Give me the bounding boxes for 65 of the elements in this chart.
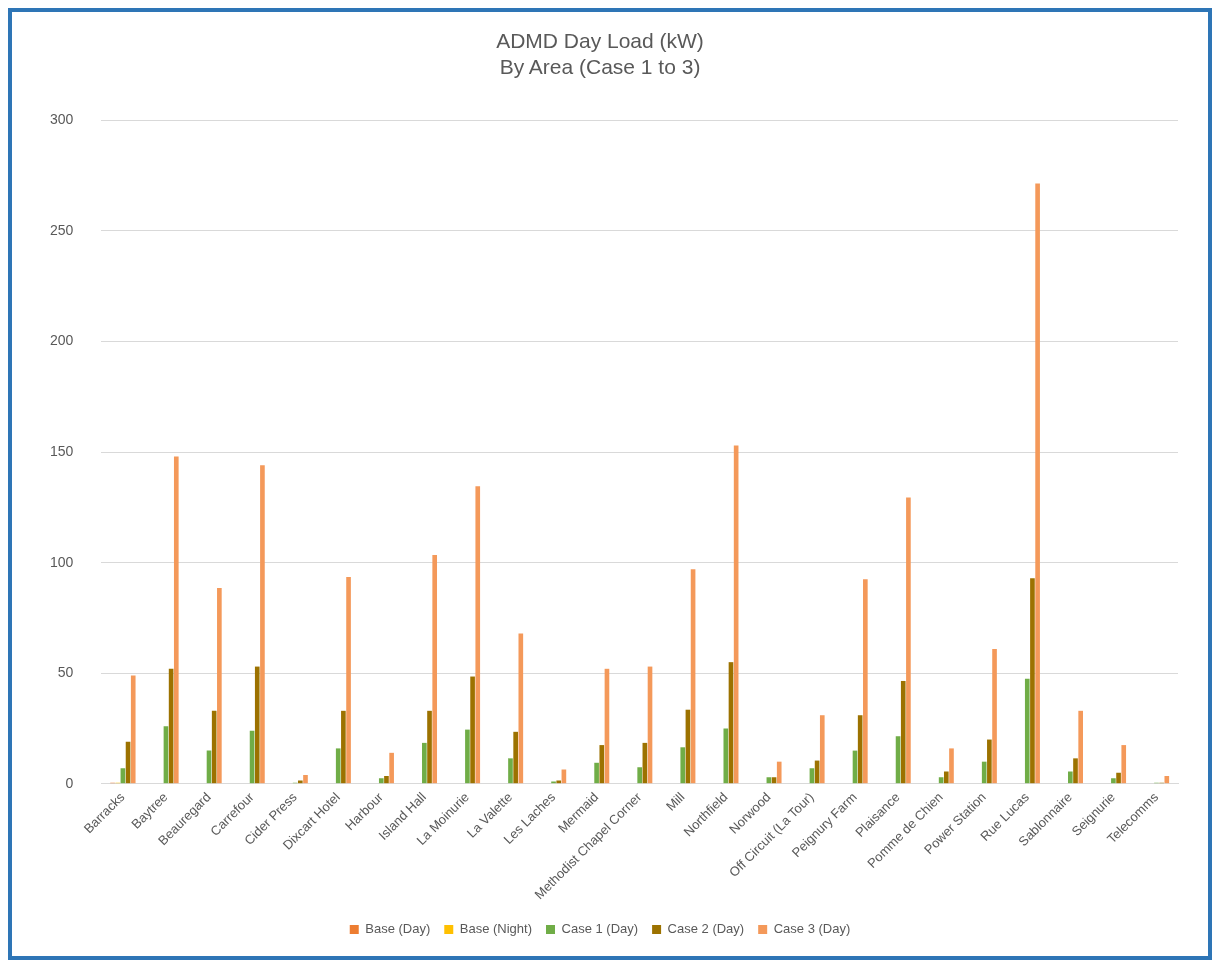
bar [470, 676, 475, 784]
bar [949, 748, 954, 784]
legend-label: Base (Night) [459, 921, 533, 937]
bar [863, 579, 868, 784]
bar [260, 465, 265, 784]
bar [254, 666, 260, 784]
bar [518, 633, 524, 784]
text: ADMD Day Load (kW) [496, 29, 704, 53]
bar [1030, 578, 1035, 784]
bar [384, 776, 389, 784]
bar [217, 588, 222, 784]
y-tick-label: 0 [65, 774, 74, 791]
bar [680, 747, 686, 784]
y-tick-label: 100 [50, 553, 74, 570]
bar [475, 486, 481, 784]
bar [900, 680, 906, 784]
bar [335, 748, 341, 784]
y-tick-label: 150 [50, 442, 74, 459]
bar [173, 456, 179, 784]
bar [513, 731, 518, 784]
bar [465, 729, 470, 784]
bar [594, 762, 599, 784]
legend-label: Base (Day) [365, 921, 431, 937]
legend-label: Case 2 (Day) [667, 921, 745, 937]
bar [1035, 183, 1040, 784]
legend-label: Case 1 (Day) [561, 921, 639, 937]
bar [303, 774, 308, 784]
bar [987, 739, 992, 784]
bar [1116, 772, 1121, 784]
x-tick-label: Mill [663, 789, 688, 814]
bar [432, 554, 438, 784]
bar [599, 745, 605, 784]
bar [389, 752, 394, 784]
bar [427, 710, 432, 784]
bar [422, 742, 427, 784]
bar [1164, 776, 1170, 784]
bar [819, 715, 825, 784]
bar [346, 577, 351, 784]
bar [1078, 710, 1083, 784]
legend-label: Case 3 (Day) [773, 921, 851, 937]
bar [857, 715, 863, 784]
text: By Area (Case 1 to 3) [499, 54, 701, 78]
y-tick-label: 300 [50, 111, 74, 128]
bar [992, 648, 997, 784]
bar [1024, 678, 1030, 784]
y-tick-label: 50 [57, 664, 74, 681]
bar [943, 771, 949, 784]
bar [341, 710, 346, 784]
bar [637, 767, 643, 784]
y-tick-label: 250 [50, 221, 74, 238]
bar [1121, 745, 1127, 784]
bar [1068, 771, 1073, 784]
bar [1111, 778, 1116, 784]
bar [981, 761, 987, 784]
bar [130, 675, 136, 784]
bar [211, 710, 217, 784]
y-tick-label: 200 [50, 332, 74, 349]
bar [1073, 758, 1078, 784]
bar [298, 780, 303, 784]
bar [378, 778, 384, 784]
bar [723, 728, 729, 784]
bar [906, 497, 911, 784]
bar [508, 758, 513, 784]
bar [776, 761, 782, 784]
bar [556, 780, 562, 784]
